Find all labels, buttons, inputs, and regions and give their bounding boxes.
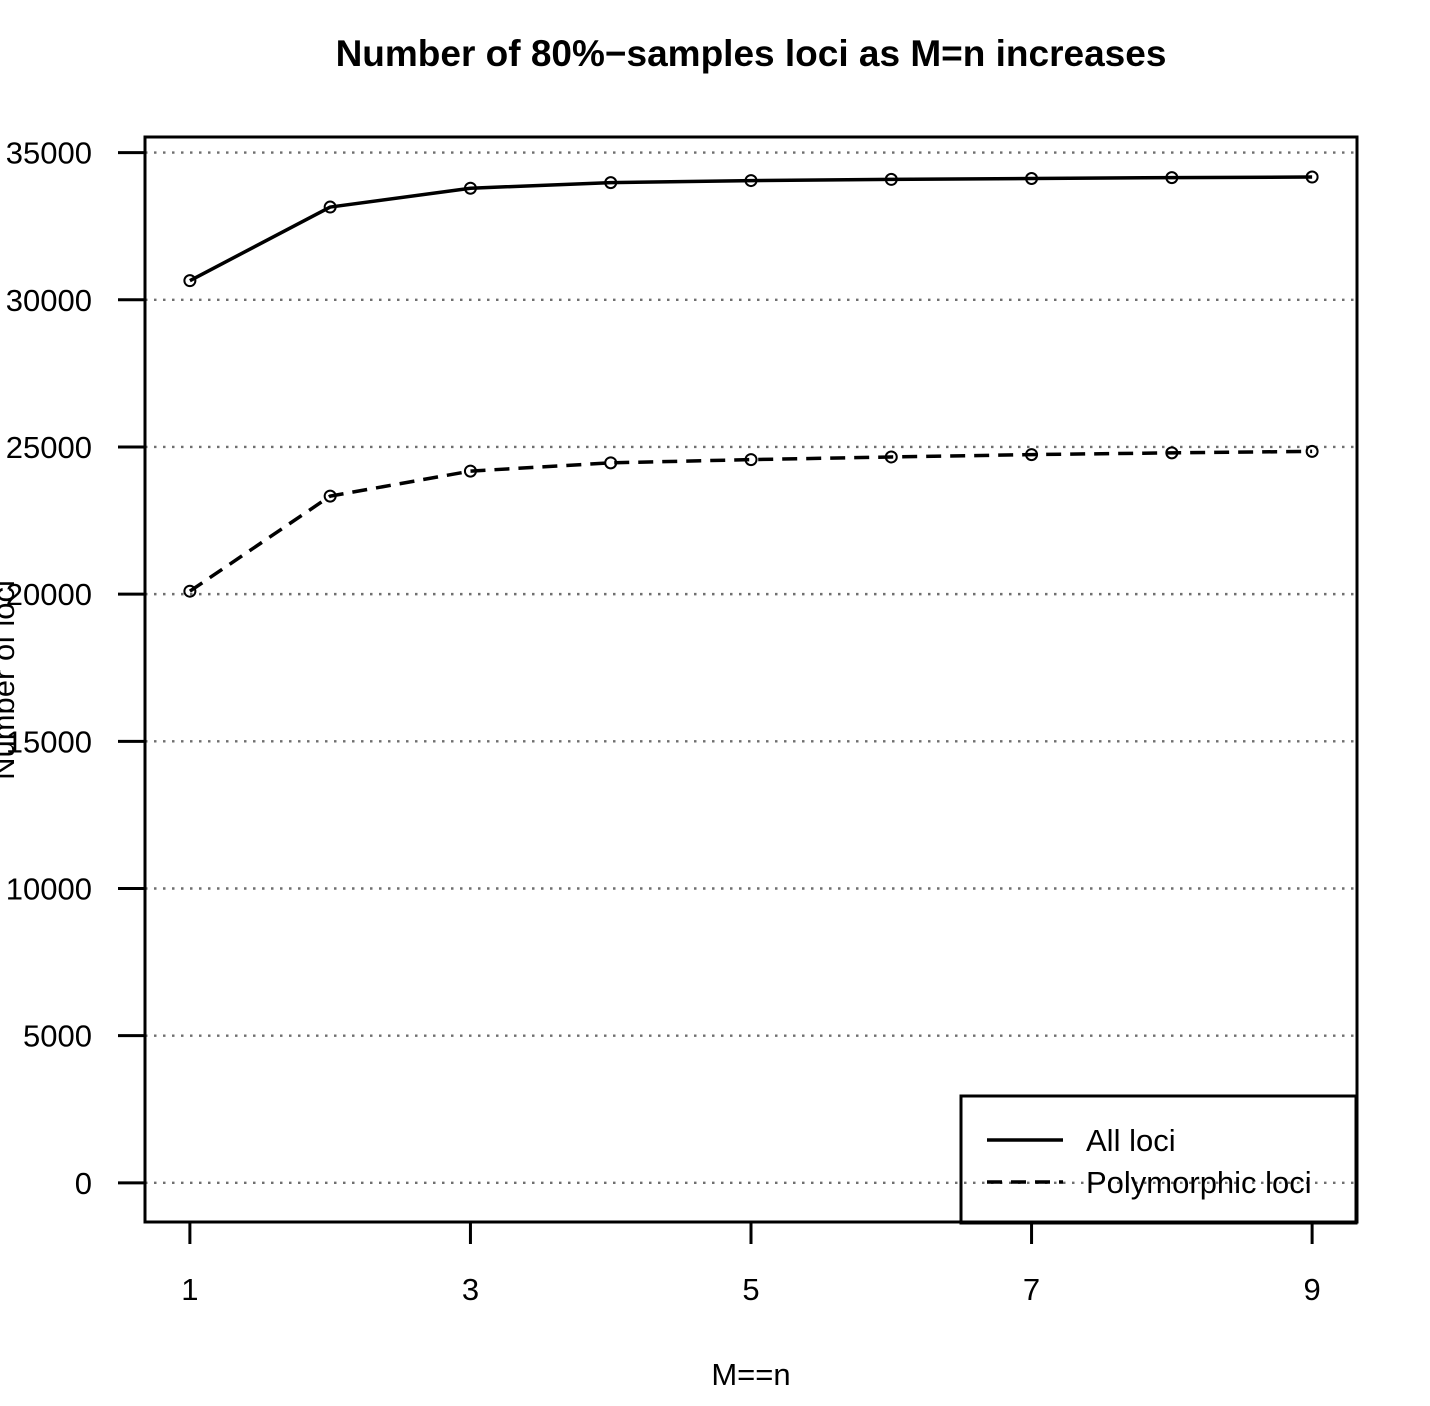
x-axis-label: M==n <box>711 1357 790 1392</box>
data-point-marker <box>1025 448 1039 462</box>
data-point-marker <box>744 174 758 188</box>
data-point-marker <box>604 176 618 190</box>
gridlines <box>145 151 1357 1185</box>
data-point-marker <box>323 489 337 503</box>
y-tick-label: 25000 <box>6 430 92 465</box>
data-point-marker <box>183 584 197 598</box>
x-tick-label: 7 <box>1023 1272 1040 1307</box>
y-axis-label: Number of loci <box>0 580 21 780</box>
x-tick-label: 5 <box>742 1272 759 1307</box>
data-point-marker <box>1165 171 1179 185</box>
y-tick-label: 30000 <box>6 283 92 318</box>
chart-title: Number of 80%−samples loci as M=n increa… <box>336 33 1167 74</box>
series-line-solid <box>189 175 1313 283</box>
data-point-marker <box>744 453 758 467</box>
series-line-dashed <box>188 449 1313 593</box>
data-point-marker <box>463 464 477 478</box>
x-tick-label: 3 <box>462 1272 479 1307</box>
y-tick-label: 35000 <box>6 136 92 171</box>
legend-label-all-loci: All loci <box>1086 1123 1176 1158</box>
y-tick-label: 20000 <box>6 577 92 612</box>
y-axis: 0 5000 10000 15000 20000 25000 30000 35000 <box>6 136 145 1201</box>
data-point-marker <box>323 200 337 214</box>
y-tick-label: 15000 <box>6 724 92 759</box>
data-point-marker <box>1025 172 1039 186</box>
x-tick-label: 1 <box>181 1272 198 1307</box>
data-point-marker <box>1165 446 1179 460</box>
data-point-marker <box>884 450 898 464</box>
x-axis: 1 3 5 7 9 <box>181 1222 1321 1307</box>
legend-box <box>959 1094 1358 1225</box>
data-point-marker <box>183 274 197 288</box>
y-tick-label: 0 <box>75 1166 92 1201</box>
legend: All loci Polymorphic loci <box>959 1094 1358 1225</box>
series-lines <box>183 170 1319 598</box>
data-point-marker <box>884 172 898 186</box>
data-point-marker <box>604 456 618 470</box>
x-tick-label: 9 <box>1303 1272 1320 1307</box>
plot-border <box>143 135 1359 1224</box>
data-point-marker <box>1305 444 1319 458</box>
data-point-marker <box>1305 170 1319 184</box>
legend-label-polymorphic-loci: Polymorphic loci <box>1086 1165 1312 1200</box>
data-point-marker <box>463 181 477 195</box>
y-tick-label: 10000 <box>6 871 92 906</box>
y-tick-label: 5000 <box>23 1019 92 1054</box>
